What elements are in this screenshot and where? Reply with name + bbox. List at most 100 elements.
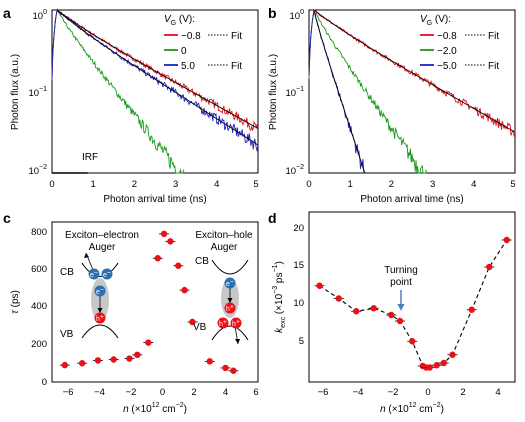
panel-c-point [134,351,141,359]
panel-d-label: d [268,210,277,226]
inset-right-hole-1 [224,302,236,314]
panel-a-legend-fit-0: Fit [231,31,242,42]
panel-b-label: b [268,5,277,21]
inset-right-vb-curve [211,325,249,341]
panel-b-xtick-5: 5 [510,179,515,190]
inset-left-electron-1-label: e− [90,270,98,279]
panel-b-yticks: 100 10−1 10−2 [285,9,304,177]
panel-b-xtick-3: 3 [430,179,435,190]
trace-a-traces-2 [51,7,259,152]
panel-d-point [503,236,510,244]
panel-c-inset-right: Exciton–hole Auger CB VB e− h+ h+ h+ [193,230,253,345]
fit-a-traces-0 [57,10,259,129]
panel-d-point [433,362,440,369]
panel-b: b 100 10−1 10−2 0 1 2 3 4 5 Photon arriv… [268,5,516,205]
inset-left-arrow-out-head [84,253,89,258]
panel-d-point [396,317,404,325]
panel-c-point [175,262,182,269]
inset-right-electron-label: e− [226,279,234,288]
panel-d-point [440,359,447,367]
panel-c-xtick-1: −4 [94,387,105,398]
panel-c-point [78,360,86,367]
inset-right-vb-label: VB [193,322,207,333]
inset-right-title-line1: Exciton–hole [195,230,253,241]
panel-a-ytick-2: 10−2 [28,164,47,177]
inset-right-hole-1-label: h+ [226,304,234,313]
panel-c-frame [51,221,259,383]
panel-c-point [94,357,102,364]
panel-a-ytick-0: 100 [33,9,48,22]
panel-c-xtick-4: 2 [191,387,196,398]
panel-c-point [181,286,188,294]
panel-a-xlabel: Photon arrival time (ns) [103,194,206,205]
panel-a-yticks: 100 10−1 10−2 [28,9,47,177]
panel-d-point [468,306,475,313]
panel-c-xtick-6: 6 [253,387,258,398]
inset-right-cb-curve [211,259,249,275]
panel-c-ylabel: τ (ps) [10,290,21,314]
panel-b-ytick-2: 10−2 [285,164,304,177]
panel-c-ytick-4: 800 [31,227,47,238]
panel-c-ytick-0: 0 [42,377,47,388]
inset-left-arrow-recomb-head [97,308,103,313]
panel-d: d 5 10 15 20 −6 −4 −2 0 2 4 n (×1012 cm−… [268,210,516,415]
panel-d-point [486,263,493,271]
panel-c-point [145,339,152,346]
panel-d-annotation-line1: Turning [384,265,418,276]
panel-b-xtick-0: 0 [306,179,311,190]
inset-left-electron-2-label: e− [103,270,111,279]
inset-left-electron-3-label: e− [96,287,104,296]
trace-b-traces-2 [308,8,366,174]
panel-c-label: c [3,210,11,226]
inset-left-electron-1 [88,268,100,280]
inset-right-electron [224,277,236,289]
trace-b-traces-1 [308,11,427,174]
panel-b-xlabel: Photon arrival time (ns) [360,194,463,205]
panel-b-xticks: 0 1 2 3 4 5 [306,179,515,190]
panel-d-point [449,351,456,358]
panel-d-xtick-0: −6 [318,387,329,398]
panel-a: a 100 10−1 10−2 0 1 2 3 4 5 Photon arriv… [3,5,259,205]
inset-left-cb-label: CB [60,267,74,278]
panel-d-point [388,311,395,319]
panel-a-ytick-1: 10−1 [28,86,47,99]
inset-right-arrow-out-head [235,339,240,344]
inset-right-hole-3-label: h+ [232,319,240,328]
panel-a-irf-label: IRF [82,152,98,163]
panel-b-legend-fit-2: Fit [488,61,499,72]
panel-b-legend-title: VG (V): [420,14,451,27]
panel-b-legend-label-1: −2.0 [437,46,457,57]
panel-a-xtick-0: 0 [49,179,54,190]
inset-right-hole-3 [230,317,242,329]
panel-c-inset-left: Exciton–electron Auger CB VB e− e− e− h+ [60,230,139,340]
panel-d-xtick-5: 4 [495,387,500,398]
panel-c-points [59,230,239,374]
panel-c-point [61,361,69,369]
panel-c-point [110,356,117,363]
panel-d-frame [308,211,516,383]
inset-left-electron-2 [101,268,113,280]
panel-a-legend-fit-2: Fit [231,61,242,72]
panel-d-ytick-1: 10 [293,298,304,309]
panel-c-point [222,364,229,372]
panel-a-xtick-1: 1 [91,179,96,190]
panel-c-point [167,238,174,245]
panel-b-legend-fit-0: Fit [488,31,499,42]
inset-right-hole-2-label: h+ [219,319,227,328]
panel-c-xtick-5: 4 [223,387,228,398]
inset-left-hole-label: h+ [96,314,104,323]
inset-left-title-line2: Auger [89,242,116,253]
panel-c-point [154,255,161,262]
panel-a-xtick-4: 4 [214,179,219,190]
panel-a-traces [51,7,259,174]
panel-a-legend-label-0: −0.8 [181,31,201,42]
panel-d-turning-arrow-head [397,304,405,311]
panel-d-guide-line [319,239,508,369]
panel-d-point [335,295,342,302]
panel-d-xlabel: n (×1012 cm−2) [380,402,444,415]
inset-right-cb-label: CB [195,256,209,267]
panel-a-label: a [3,5,11,21]
inset-left-hole [94,312,106,324]
panel-c-xtick-0: −6 [63,387,74,398]
